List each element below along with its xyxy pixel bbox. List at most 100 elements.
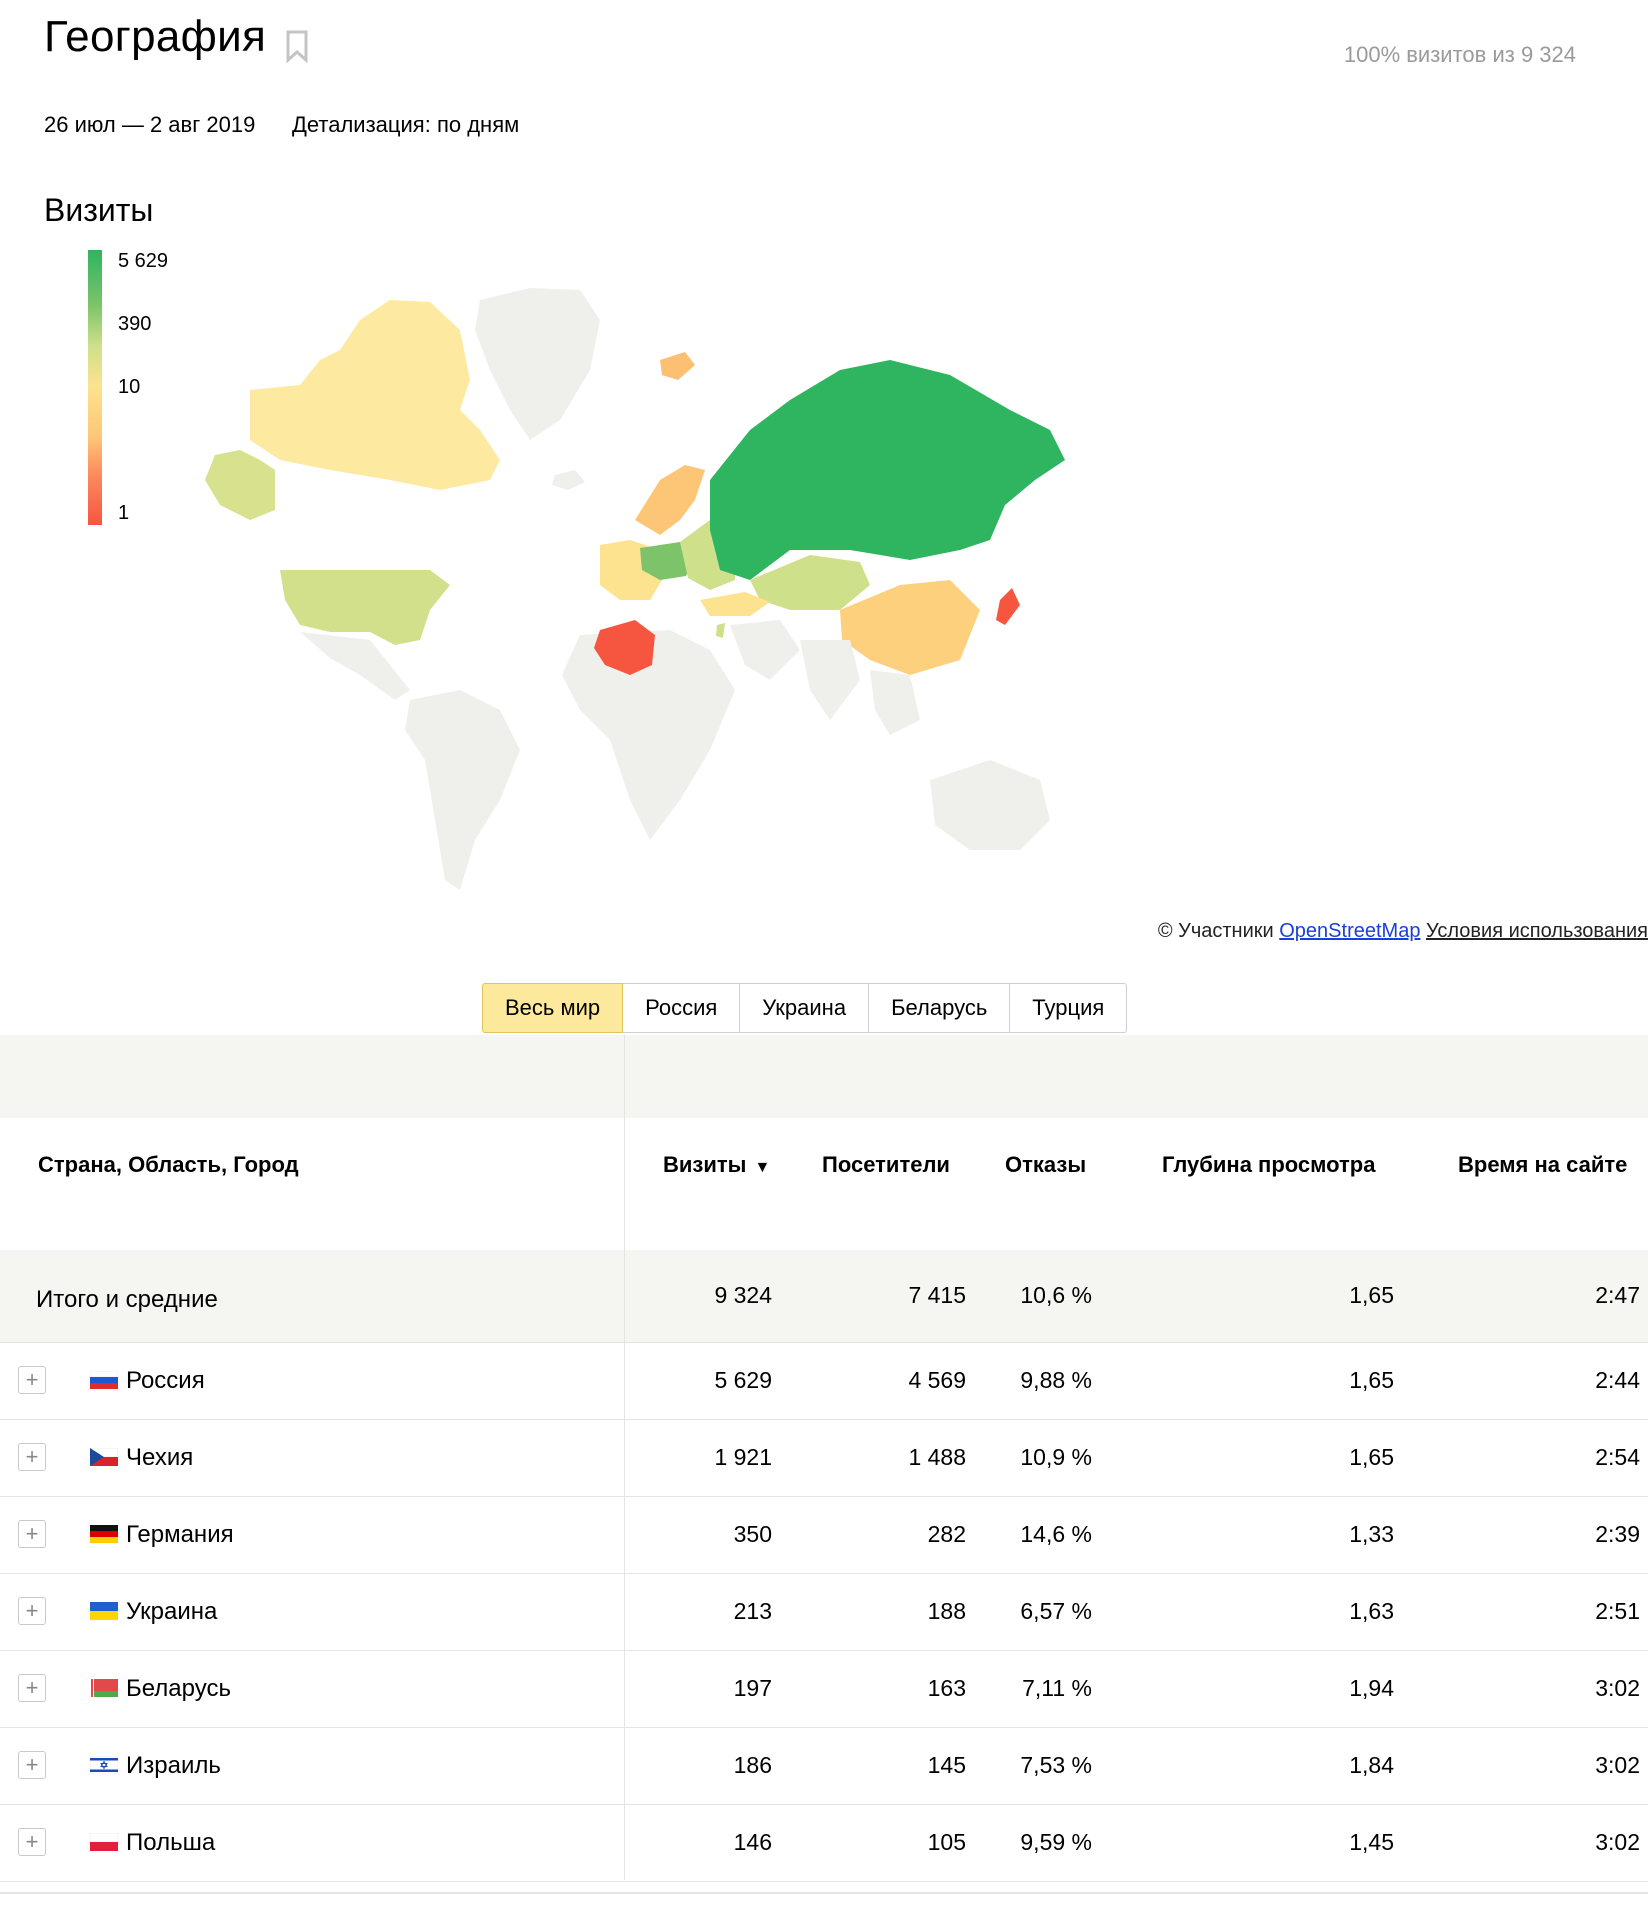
visits-cell: 213 [733, 1598, 772, 1624]
russia-shape [710, 360, 1065, 580]
tab-ukraine[interactable]: Украина [740, 983, 870, 1033]
country-name[interactable]: Израиль [126, 1752, 221, 1779]
czechia-flag-icon [90, 1448, 118, 1466]
bounce-cell: 6,57 % [1020, 1598, 1092, 1624]
poland-flag-icon [90, 1833, 118, 1851]
table-row[interactable]: + Беларусь 197 163 7,11 % 1,94 3:02 [0, 1650, 1648, 1728]
usa-shape [280, 570, 450, 645]
table-row[interactable]: + Польша 146 105 9,59 % 1,45 3:02 [0, 1804, 1648, 1882]
header-dimension[interactable]: Страна, Область, Город [38, 1152, 299, 1177]
iceland-shape [552, 470, 585, 490]
depth-cell: 1,65 [1349, 1367, 1394, 1393]
depth-cell: 1,65 [1349, 1444, 1394, 1470]
header-bounce[interactable]: Отказы [1005, 1152, 1087, 1177]
page-title: География [44, 12, 267, 61]
openstreetmap-link[interactable]: OpenStreetMap [1279, 920, 1421, 942]
tab-belarus[interactable]: Беларусь [869, 983, 1011, 1033]
expand-row-button[interactable]: + [18, 1674, 46, 1702]
bounce-cell: 9,88 % [1020, 1367, 1092, 1393]
totals-bounce: 10,6 % [1020, 1282, 1092, 1308]
table-bottom-border [0, 1892, 1648, 1894]
header-time[interactable]: Время на сайте [1458, 1152, 1628, 1177]
svalbard-shape [660, 352, 695, 380]
ukraine-flag-icon [90, 1602, 118, 1620]
country-name[interactable]: Чехия [126, 1444, 194, 1471]
map-attribution: © Участники OpenStreetMap Условия исполь… [1158, 920, 1648, 943]
mexico-shape [300, 632, 410, 700]
turkey-shape [700, 592, 770, 616]
bounce-cell: 14,6 % [1020, 1521, 1092, 1547]
africa-shape [562, 630, 735, 840]
header-depth[interactable]: Глубина просмотра [1162, 1152, 1376, 1177]
tab-turkey[interactable]: Турция [1010, 983, 1128, 1033]
visitors-cell: 4 569 [908, 1367, 966, 1393]
legend-label-10: 10 [118, 376, 141, 398]
country-name[interactable]: Польша [126, 1829, 216, 1856]
header-visitors[interactable]: Посетители [822, 1152, 950, 1177]
time-cell: 3:02 [1595, 1752, 1640, 1778]
table-top-band [0, 1035, 1648, 1118]
tab-world[interactable]: Весь мир [482, 983, 624, 1033]
visitors-cell: 105 [927, 1829, 966, 1855]
canada-shape [250, 300, 500, 490]
legend-label-max: 5 629 [118, 250, 169, 272]
bookmark-icon[interactable] [282, 28, 312, 64]
depth-cell: 1,94 [1349, 1675, 1394, 1701]
bounce-cell: 7,11 % [1022, 1675, 1092, 1701]
depth-cell: 1,63 [1349, 1598, 1394, 1624]
expand-row-button[interactable]: + [18, 1443, 46, 1471]
table-row[interactable]: + Украина 213 188 6,57 % 1,63 2:51 [0, 1573, 1648, 1651]
country-name[interactable]: Россия [126, 1367, 205, 1394]
australia-shape [930, 760, 1050, 850]
country-name[interactable]: Беларусь [126, 1675, 231, 1702]
sort-desc-icon[interactable]: ▼ [754, 1159, 771, 1176]
expand-row-button[interactable]: + [18, 1597, 46, 1625]
totals-visits: 9 324 [714, 1282, 772, 1308]
russia-flag-icon [90, 1371, 118, 1389]
totals-time: 2:47 [1595, 1282, 1640, 1308]
visits-cell: 197 [733, 1675, 772, 1701]
legend-scale-bar [88, 250, 102, 525]
algeria-shape [594, 620, 655, 675]
visits-cell: 350 [733, 1521, 772, 1547]
germany-flag-icon [90, 1525, 118, 1543]
time-cell: 3:02 [1595, 1829, 1640, 1855]
visitors-cell: 145 [927, 1752, 966, 1778]
header-visits[interactable]: Визиты ▼ [663, 1152, 770, 1178]
visits-cell: 5 629 [714, 1367, 772, 1393]
table-row[interactable]: + Россия 5 629 4 569 9,88 % 1,65 2:44 [0, 1342, 1648, 1420]
visits-cell: 186 [733, 1752, 772, 1778]
kazakhstan-shape [750, 555, 870, 610]
depth-cell: 1,33 [1349, 1521, 1394, 1547]
expand-row-button[interactable]: + [18, 1366, 46, 1394]
country-name[interactable]: Германия [126, 1521, 234, 1548]
column-divider [624, 1035, 625, 1880]
time-cell: 2:54 [1595, 1444, 1640, 1470]
expand-row-button[interactable]: + [18, 1520, 46, 1548]
time-cell: 2:44 [1595, 1367, 1640, 1393]
legend-label-390: 390 [118, 313, 152, 335]
visitors-cell: 282 [927, 1521, 966, 1547]
visitors-cell: 1 488 [908, 1444, 966, 1470]
table-row[interactable]: + Чехия 1 921 1 488 10,9 % 1,65 2:54 [0, 1419, 1648, 1497]
world-map[interactable] [190, 280, 1150, 910]
expand-row-button[interactable]: + [18, 1828, 46, 1856]
map-metric-title: Визиты [44, 192, 154, 228]
southeast-asia-shape [870, 670, 920, 735]
tab-russia[interactable]: Россия [623, 983, 741, 1033]
terms-of-use-link[interactable]: Условия использования [1426, 920, 1648, 942]
visits-share-text: 100% визитов из 9 324 [1343, 42, 1576, 67]
table-row[interactable]: + Германия 350 282 14,6 % 1,33 2:39 [0, 1496, 1648, 1574]
visits-cell: 146 [733, 1829, 772, 1855]
detail-selector[interactable]: Детализация: по дням [292, 112, 520, 137]
india-shape [800, 640, 860, 720]
expand-row-button[interactable]: + [18, 1751, 46, 1779]
japan-shape [996, 588, 1020, 625]
visitors-cell: 163 [927, 1675, 966, 1701]
table-row[interactable]: + Израиль 186 145 7,53 % 1,84 3:02 [0, 1727, 1648, 1805]
israel-flag-icon [90, 1756, 118, 1774]
scandinavia-shape [635, 465, 705, 535]
date-range[interactable]: 26 июл — 2 авг 2019 [44, 112, 256, 137]
country-name[interactable]: Украина [126, 1598, 218, 1625]
totals-depth: 1,65 [1349, 1282, 1394, 1308]
